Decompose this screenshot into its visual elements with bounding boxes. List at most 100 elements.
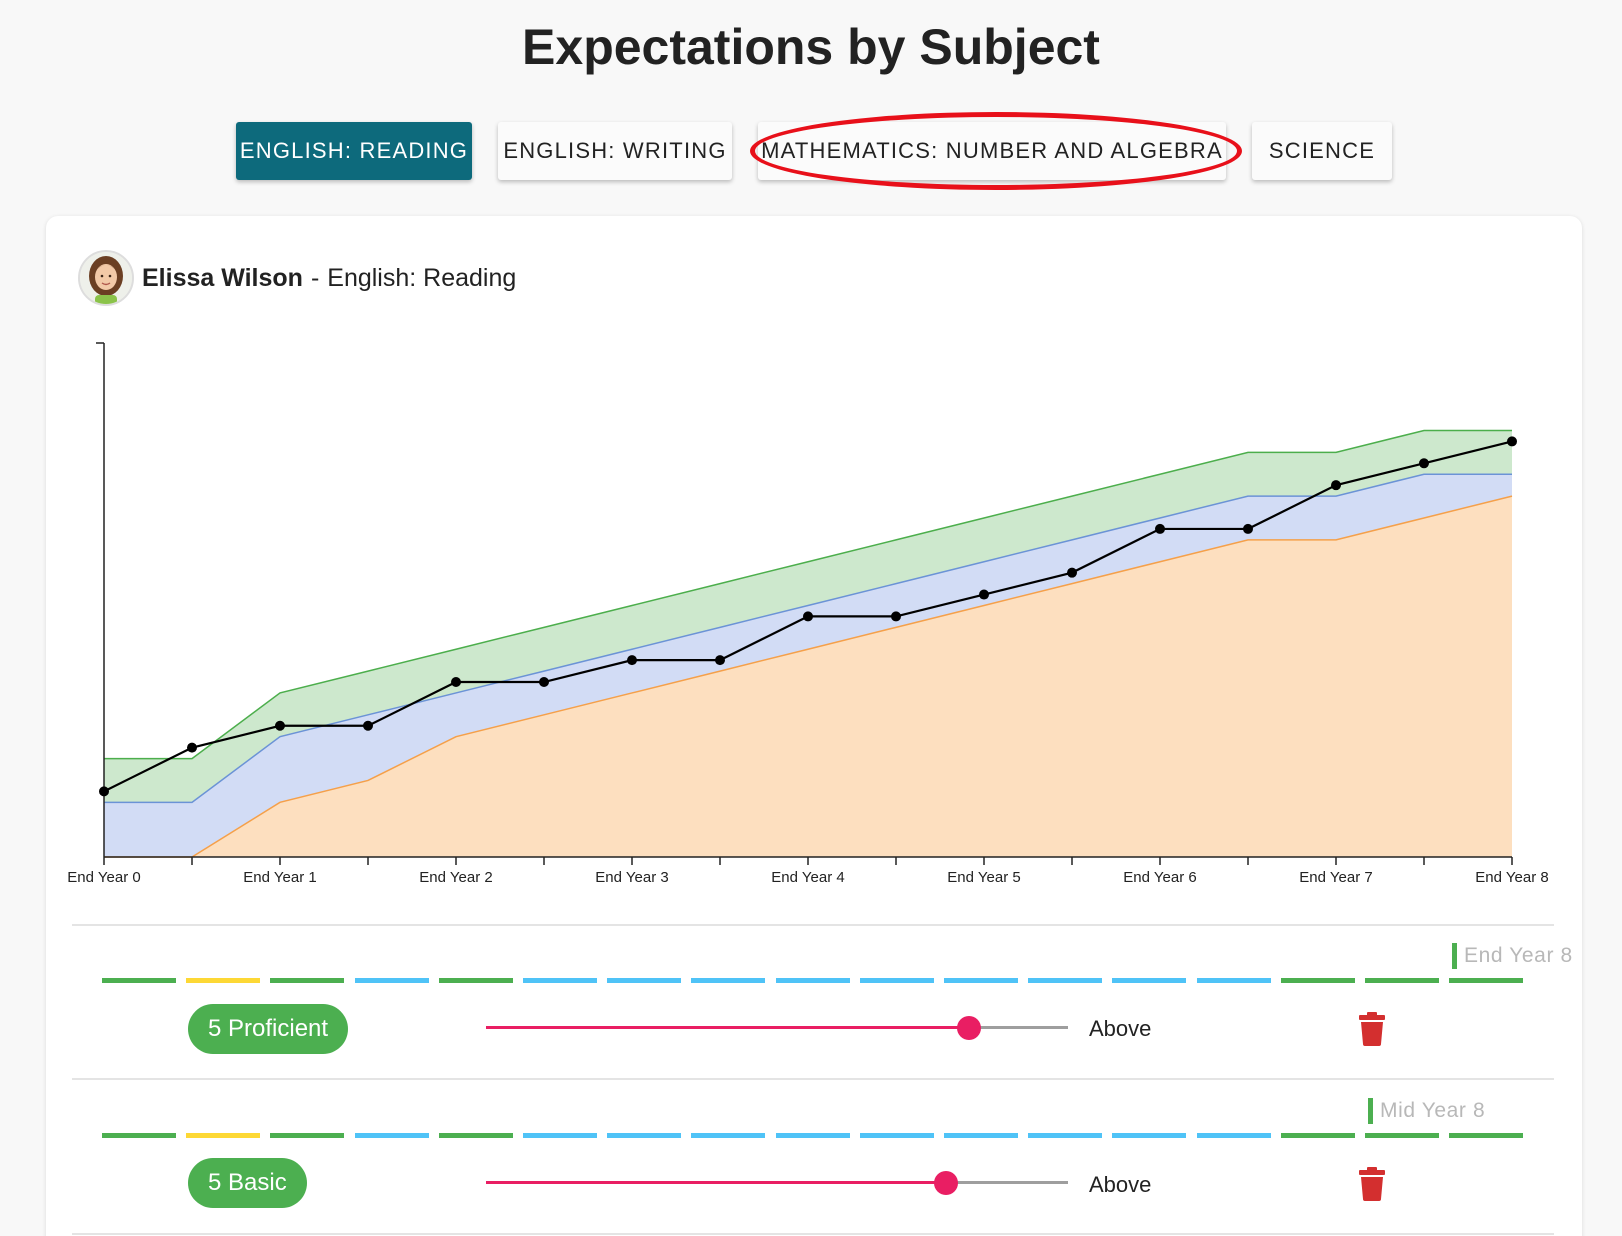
row-divider [72, 924, 1554, 926]
timeline-segment [354, 978, 429, 983]
timeline-segment [1196, 978, 1271, 983]
lower-band-line [104, 495, 1513, 858]
student-data-point [1067, 567, 1077, 578]
timeline-segment [1028, 978, 1103, 983]
student-data-point [99, 786, 109, 797]
x-tick-label: End Year 3 [595, 869, 668, 886]
timeline-segment [1280, 978, 1355, 983]
student-data-point [1507, 436, 1517, 447]
x-tick-label: End Year 0 [67, 869, 140, 886]
timeline-segment [1449, 1133, 1524, 1138]
student-data-point [1243, 523, 1253, 534]
timeline-segment [1028, 1133, 1103, 1138]
timeline-segment [944, 978, 1018, 983]
upper-band-area [104, 430, 1512, 803]
timeline-segment [691, 978, 766, 983]
student-data-point [363, 720, 373, 731]
card-header: Elissa Wilson - English: Reading [78, 250, 516, 306]
student-name: Elissa Wilson [142, 263, 303, 292]
timeline-segment [1112, 978, 1187, 983]
timeline-marker: Mid Year 8 [1368, 1098, 1485, 1124]
timeline-segment [775, 978, 850, 983]
page-title: Expectations by Subject [522, 19, 1100, 75]
timeline-segment [186, 1133, 261, 1138]
student-data-point [891, 611, 901, 622]
slider-value-label: Above [1089, 1016, 1152, 1041]
x-tick-label: End Year 6 [1123, 869, 1196, 886]
subject-tabs: ENGLISH: READING ENGLISH: WRITING MATHEM… [0, 122, 1622, 180]
trash-icon [1359, 1167, 1385, 1201]
level-chip[interactable]: 5 Basic [188, 1158, 307, 1208]
x-tick-label: End Year 7 [1299, 869, 1372, 886]
slider-thumb[interactable] [933, 1171, 958, 1195]
student-data-point [1331, 480, 1341, 491]
timeline-segment [523, 1133, 597, 1138]
marker-flag [1368, 1098, 1373, 1124]
student-data-point [627, 655, 637, 666]
timeline-segment [1365, 1133, 1439, 1138]
progress-timeline [0, 1133, 1622, 1138]
student-data-point [275, 720, 285, 731]
student-data-point [539, 677, 549, 688]
slider-track-remaining [969, 1026, 1068, 1029]
timeline-segment [607, 1133, 682, 1138]
timeline-segment [438, 978, 513, 983]
timeline-segment [859, 1133, 934, 1138]
title-separator: - [310, 263, 320, 292]
timeline-marker: End Year 8 [1452, 943, 1573, 969]
delete-button[interactable] [1358, 1012, 1386, 1046]
slider-value-label: Above [1089, 1172, 1152, 1197]
slider-thumb[interactable] [957, 1016, 982, 1040]
lower-band-area [104, 496, 1512, 857]
x-tick-label: End Year 5 [947, 869, 1020, 886]
tab-science[interactable]: SCIENCE [1252, 122, 1392, 180]
timeline-segment [691, 1133, 766, 1138]
delete-button[interactable] [1358, 1167, 1386, 1201]
timeline-segment [944, 1133, 1018, 1138]
timeline-segment [102, 978, 176, 983]
timeline-segment [270, 978, 345, 983]
middle-band-line [104, 473, 1512, 804]
timeline-segment [1280, 1133, 1355, 1138]
x-tick-label: End Year 1 [243, 869, 316, 886]
timeline-segment [186, 978, 261, 983]
timeline-segment [102, 1133, 176, 1138]
timeline-segment [270, 1133, 345, 1138]
student-data-point [803, 611, 813, 622]
avatar-photo [80, 252, 132, 304]
student-data-point [187, 742, 197, 753]
tab-english-reading[interactable]: ENGLISH: READING [236, 122, 472, 180]
timeline-segment [1112, 1133, 1187, 1138]
timeline-segment [775, 1133, 850, 1138]
timeline-segment [607, 978, 682, 983]
expectations-chart: End Year 0 End Year 1 End Year 2 End Year 3… [67, 342, 1549, 886]
student-data-point [451, 677, 461, 688]
upper-band-line [104, 429, 1512, 760]
expectation-slider[interactable] [486, 1171, 1068, 1195]
slider-track-filled [486, 1181, 946, 1184]
student-data-point [1155, 523, 1165, 534]
x-tick-label: End Year 8 [1475, 869, 1548, 886]
x-tick-label: End Year 2 [419, 869, 492, 886]
avatar [78, 250, 134, 306]
trash-icon [1359, 1012, 1385, 1046]
level-chip[interactable]: 5 Proficient [188, 1004, 349, 1054]
student-data-point [979, 589, 989, 600]
expectation-slider[interactable] [486, 1016, 1068, 1040]
row-divider [72, 1233, 1554, 1235]
tab-english-writing[interactable]: ENGLISH: WRITING [498, 122, 732, 180]
marker-flag [1452, 943, 1457, 969]
student-data-point [1419, 458, 1429, 469]
timeline-segment [1365, 978, 1439, 983]
timeline-segment [1196, 1133, 1271, 1138]
slider-track-remaining [945, 1181, 1068, 1184]
row-divider [72, 1078, 1554, 1080]
timeline-segment [523, 978, 597, 983]
timeline-segment [438, 1133, 513, 1138]
marker-label: End Year 8 [1464, 944, 1573, 967]
student-data-point [715, 655, 725, 666]
progress-timeline [0, 978, 1622, 983]
x-tick-label: End Year 4 [771, 869, 844, 886]
timeline-segment [1449, 978, 1524, 983]
tab-mathematics-number-and-algebra[interactable]: MATHEMATICS: NUMBER AND ALGEBRA [758, 122, 1226, 180]
